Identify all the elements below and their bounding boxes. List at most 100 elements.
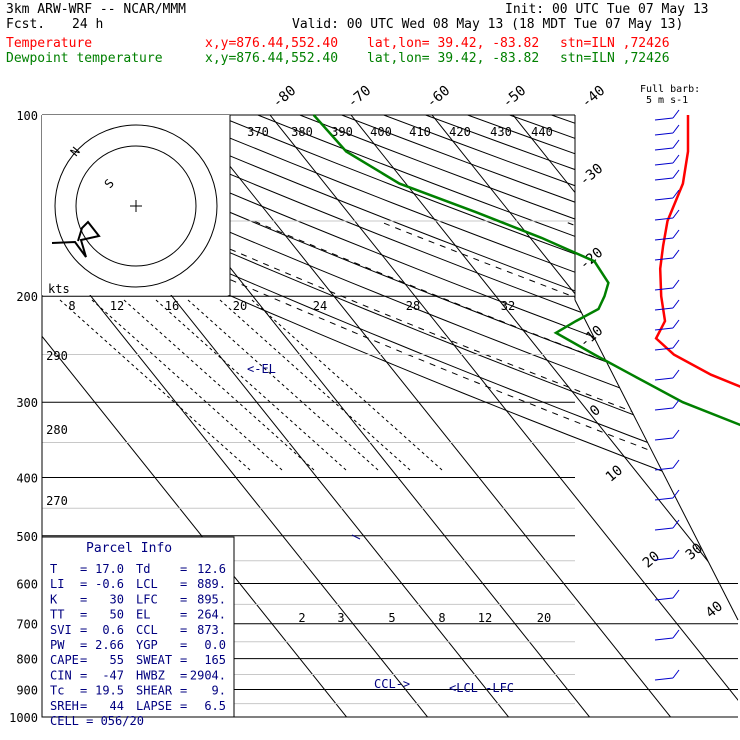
dry-adiabat (341, 115, 738, 717)
ccl-marker: CCL-> (374, 677, 410, 691)
temperature-xy: x,y=876.44,552.40 (205, 36, 339, 51)
parcel-info-equals: = (80, 608, 87, 622)
wind-barb (672, 549, 680, 559)
wind-barb (672, 229, 680, 239)
hodograph-trace (51, 220, 101, 258)
wind-barb (654, 407, 674, 411)
temperature-legend: Temperature (6, 36, 93, 51)
parcel-info-key: YGP (136, 638, 158, 652)
parcel-info-value: 44 (110, 699, 124, 713)
hodograph-ring-label: 32 (501, 299, 515, 313)
theta-tick-label: 440 (531, 125, 553, 139)
wind-barb (654, 637, 674, 641)
hodograph-ring-label: 16 (165, 299, 179, 313)
parcel-info-equals: = (80, 638, 87, 652)
parcel-info-value: 9. (212, 684, 226, 698)
dry-adiabat (467, 115, 738, 717)
wind-barb (654, 197, 674, 201)
parcel-info-equals: = (180, 577, 187, 591)
isotherm-tick-label: 40 (703, 598, 726, 621)
parcel-info-key: SHEAR (136, 684, 173, 698)
wind-legend-title: Full barb: (640, 84, 700, 95)
hodograph-guide-line (251, 299, 443, 471)
isotherm-tick-label: 10 (603, 462, 626, 485)
wind-barb (672, 109, 680, 119)
parcel-info-value: 6.5 (204, 699, 226, 713)
temperature-station: stn=ILN ,72426 (560, 36, 670, 51)
dewpoint-legend: Dewpoint temperature (6, 51, 163, 66)
parcel-info-key: HWBZ (136, 668, 165, 682)
parcel-info-key: SVI (50, 623, 72, 637)
mixing-ratio-label: 5 (388, 611, 395, 625)
theta-tick-label: 380 (291, 125, 313, 139)
wind-barb (672, 209, 680, 219)
parcel-info-equals: = (80, 592, 87, 606)
parcel-info-value: 895. (197, 592, 226, 606)
parcel-info-key: TT (50, 608, 64, 622)
parcel-info-key: CCL (136, 623, 158, 637)
parcel-info-value: 873. (197, 623, 226, 637)
dry-adiabat (42, 115, 738, 717)
mixing-ratio-label: 2 (298, 611, 305, 625)
dewpoint-latlon: lat,lon= 39.42, -83.82 (367, 51, 540, 66)
wind-barb (654, 307, 674, 311)
moist-adiabat (164, 220, 738, 717)
parcel-info-value: 50 (110, 608, 124, 622)
wind-barb (672, 154, 680, 164)
wind-barb (672, 139, 680, 149)
hodograph-ring-label: 12 (110, 299, 124, 313)
parcel-info-key: CIN (50, 668, 72, 682)
theta-tick-label: 400 (370, 125, 392, 139)
wind-barb (672, 629, 680, 639)
isotherm-line (674, 115, 738, 717)
parcel-info-key: CAPE (50, 653, 79, 667)
wind-barb (654, 557, 674, 561)
parcel-info-value: 17.0 (95, 562, 124, 576)
wind-barb (672, 124, 680, 134)
parcel-info-title: Parcel Info (86, 541, 172, 556)
hodograph-ring (54, 124, 218, 288)
parcel-info-equals: = (80, 577, 87, 591)
pressure-tick-label: 200 (16, 290, 38, 304)
wind-barb (654, 147, 674, 151)
dry-adiabat (551, 115, 738, 717)
parcel-info-value: -47 (102, 668, 124, 682)
isotherm-line (593, 115, 738, 717)
parcel-info-panel (41, 536, 235, 718)
wind-barb (654, 177, 674, 181)
dry-adiabat (42, 115, 738, 717)
theta-tick-label: 430 (490, 125, 512, 139)
parcel-info-equals: = (80, 668, 87, 682)
wind-unit-label: kts (48, 282, 70, 296)
pressure-tick-label: 800 (16, 653, 38, 667)
parcel-info-equals: = (80, 623, 87, 637)
wind-barb (654, 527, 674, 531)
dry-adiabat (42, 115, 738, 717)
dewpoint-xy: x,y=876.44,552.40 (205, 51, 339, 66)
wind-barb (654, 597, 674, 601)
mixing-ratio-label: 3 (337, 611, 344, 625)
wind-barb (654, 217, 674, 221)
parcel-info-key: Tc (50, 684, 64, 698)
mixing-ratio-label: 20 (537, 611, 551, 625)
hodograph-guide-line (187, 299, 379, 471)
hodograph-ring-label: 8 (68, 299, 75, 313)
parcel-info-equals: = (180, 699, 187, 713)
theta-tick-label: 420 (449, 125, 471, 139)
parcel-info-key: LFC (136, 592, 158, 606)
isotherm-line (512, 115, 738, 717)
lcl-tick (351, 534, 361, 540)
dry-adiabat (425, 115, 738, 717)
mixing-ratio-label: 8 (438, 611, 445, 625)
parcel-info-key: LAPSE (136, 699, 172, 713)
dry-adiabat (173, 115, 738, 717)
theta-tick-label: 390 (331, 125, 353, 139)
parcel-info-equals: = (180, 638, 187, 652)
wind-barb (672, 459, 680, 469)
forecast-label: Fcst. (6, 17, 46, 32)
hodograph-guide-line (219, 299, 411, 471)
hodograph-guide-line (59, 299, 251, 471)
isotherm-tick-label: -40 (579, 83, 609, 112)
